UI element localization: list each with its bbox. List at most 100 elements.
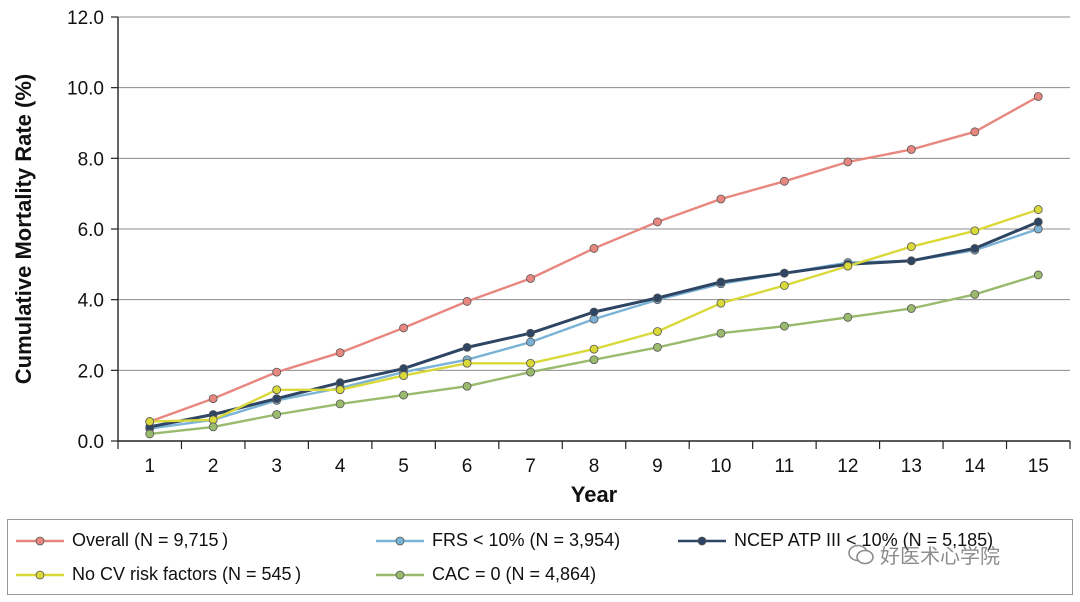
- legend-label-frs: FRS < 10% (N = 3,954): [432, 530, 621, 550]
- legend-label-ncep: NCEP ATP III < 10% (N = 5,185): [734, 530, 994, 550]
- series-3: [145, 205, 1043, 426]
- line-chart: 0.02.04.06.08.010.012.01 2 3 4 5 6 7 8 9 10 11 12 13…: [11, 8, 1071, 507]
- series-line: [149, 227, 1039, 430]
- data-point: [208, 394, 218, 404]
- legend-label-cac: CAC = 0 (N = 4,864): [432, 564, 597, 584]
- y-tick-label: 0.0: [78, 432, 104, 453]
- data-point: [589, 244, 599, 253]
- series-4: [145, 270, 1043, 439]
- data-point: [906, 256, 916, 266]
- data-point: [399, 390, 409, 400]
- data-point: [1033, 270, 1043, 280]
- legend-swatch-overall: [16, 536, 64, 545]
- axes: [111, 16, 1071, 449]
- legend-item-cac: CAC = 0 (N = 4,864): [374, 564, 596, 585]
- legend-swatch-marker: [395, 536, 405, 545]
- data-point: [589, 307, 599, 317]
- data-point: [970, 127, 980, 137]
- x-tick-label: 14: [964, 456, 986, 477]
- data-point: [780, 176, 789, 186]
- data-point: [653, 327, 662, 336]
- legend-item-ncep: NCEP ATP III < 10% (N = 5,185): [676, 530, 993, 551]
- grid-lines: [118, 16, 1070, 371]
- data-point: [272, 367, 282, 377]
- data-point: [716, 194, 726, 204]
- tick-labels: 0.02.04.06.08.010.012.01 2 3 4 5 6 7 8 9 10 11 12 13…: [67, 8, 1049, 477]
- x-tick-label: 5: [398, 456, 409, 477]
- chat-bubble-icon: [848, 544, 874, 564]
- data-point: [780, 268, 789, 278]
- data-point: [970, 226, 980, 236]
- y-tick-label: 2.0: [78, 361, 104, 382]
- data-point: [526, 358, 535, 368]
- data-point: [780, 321, 789, 331]
- legend-swatch-marker: [35, 536, 45, 545]
- data-point: [335, 399, 345, 409]
- data-point: [1033, 92, 1043, 101]
- data-point: [1033, 205, 1043, 214]
- data-point: [653, 293, 662, 303]
- x-tick-label: 3: [271, 456, 282, 477]
- series-1: [145, 224, 1043, 434]
- data-point: [399, 371, 409, 381]
- data-point: [589, 344, 599, 354]
- y-tick-label: 4.0: [78, 291, 104, 312]
- legend: Overall (N = 9,715 ) FRS < 10% (N = 3,95…: [7, 519, 1073, 595]
- data-point: [906, 242, 916, 252]
- legend-label-overall: Overall (N = 9,715 ): [72, 530, 229, 550]
- data-point: [716, 298, 726, 308]
- x-tick-label: 11: [775, 456, 795, 477]
- y-tick-label: 10.0: [67, 79, 104, 100]
- x-tick-label: 12: [837, 456, 858, 477]
- x-tick-label: 7: [525, 456, 536, 477]
- data-point: [145, 429, 155, 439]
- data-point: [780, 281, 789, 290]
- data-point: [526, 328, 535, 338]
- data-point: [462, 297, 472, 306]
- data-point: [335, 385, 345, 395]
- x-tick-label: 10: [710, 456, 731, 477]
- series-0: [145, 92, 1043, 426]
- data-point: [653, 342, 662, 352]
- series-2: [145, 217, 1043, 432]
- data-point: [526, 367, 535, 377]
- legend-swatch-cac: [376, 570, 424, 579]
- x-tick-label: 6: [462, 456, 473, 477]
- legend-item-frs: FRS < 10% (N = 3,954): [374, 530, 620, 551]
- data-point: [208, 422, 218, 432]
- data-point: [399, 323, 409, 333]
- x-tick-label: 9: [652, 456, 663, 477]
- data-point: [843, 157, 853, 167]
- data-point: [145, 417, 155, 426]
- legend-swatch-marker: [697, 536, 707, 545]
- data-point: [589, 355, 599, 365]
- data-point: [272, 385, 282, 395]
- data-point: [843, 261, 853, 271]
- series-line: [149, 95, 1039, 423]
- data-point: [1033, 217, 1043, 227]
- data-point: [653, 217, 662, 227]
- y-axis-title: Cumulative Mortality Rate (%): [11, 74, 36, 385]
- data-point: [272, 394, 282, 404]
- watermark-text: 好医术心学院: [880, 544, 1000, 568]
- series-lines: [145, 92, 1043, 439]
- y-tick-label: 8.0: [78, 149, 104, 170]
- data-point: [272, 410, 282, 419]
- y-tick-label: 6.0: [78, 220, 104, 241]
- data-point: [843, 312, 853, 322]
- data-point: [462, 381, 472, 391]
- data-point: [906, 304, 916, 313]
- legend-swatch-frs: [376, 536, 424, 545]
- x-tick-label: 4: [335, 456, 346, 477]
- series-line: [149, 273, 1039, 436]
- data-point: [970, 289, 980, 299]
- data-point: [716, 328, 726, 338]
- legend-swatch-ncep: [678, 536, 726, 545]
- x-tick-label: 8: [589, 456, 600, 477]
- data-point: [906, 145, 916, 154]
- data-point: [970, 244, 980, 253]
- y-tick-label: 12.0: [67, 8, 104, 29]
- data-point: [526, 337, 535, 347]
- x-tick-label: 2: [208, 456, 219, 477]
- data-point: [335, 348, 345, 358]
